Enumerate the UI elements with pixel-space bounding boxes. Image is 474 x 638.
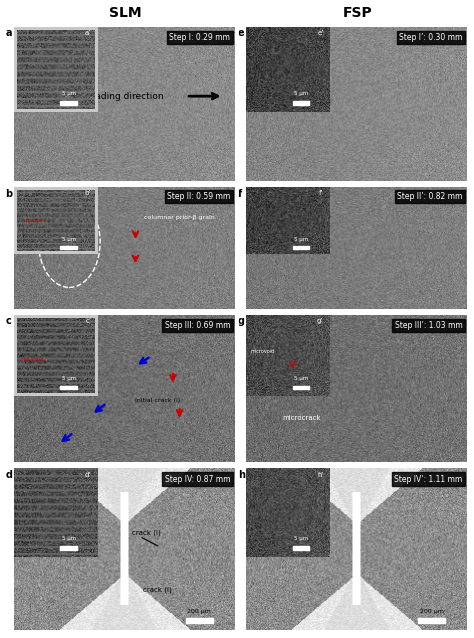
Text: Step I: 0.29 mm: Step I: 0.29 mm bbox=[169, 33, 230, 42]
Text: a: a bbox=[5, 28, 12, 38]
Text: Step IV’: 1.11 mm: Step IV’: 1.11 mm bbox=[394, 475, 463, 484]
Text: Step II: 0.59 mm: Step II: 0.59 mm bbox=[167, 192, 230, 201]
Text: Step III’: 1.03 mm: Step III’: 1.03 mm bbox=[395, 321, 463, 330]
Text: c: c bbox=[5, 316, 11, 327]
Text: Step IV: 0.87 mm: Step IV: 0.87 mm bbox=[165, 475, 230, 484]
Text: Step III: 0.69 mm: Step III: 0.69 mm bbox=[165, 321, 230, 330]
Text: e: e bbox=[237, 28, 244, 38]
Text: h: h bbox=[237, 470, 245, 480]
Bar bbox=[419, 618, 445, 623]
Text: 200 μm: 200 μm bbox=[187, 609, 211, 614]
Text: Step I’: 0.30 mm: Step I’: 0.30 mm bbox=[399, 33, 463, 42]
Bar bbox=[186, 618, 212, 623]
Text: microcrack: microcrack bbox=[283, 415, 321, 421]
Text: initial crack (i): initial crack (i) bbox=[135, 397, 180, 403]
Text: GBα: GBα bbox=[273, 218, 288, 225]
Text: crack (i): crack (i) bbox=[143, 586, 172, 593]
Text: Loading direction: Loading direction bbox=[85, 92, 164, 101]
Text: d: d bbox=[5, 470, 12, 480]
Text: Step II’: 0.82 mm: Step II’: 0.82 mm bbox=[397, 192, 463, 201]
Text: crack (i): crack (i) bbox=[132, 530, 161, 536]
Text: 200 μm: 200 μm bbox=[419, 609, 444, 614]
Text: b: b bbox=[5, 189, 12, 198]
Text: FSP: FSP bbox=[343, 6, 373, 20]
Text: SLM: SLM bbox=[109, 6, 142, 20]
Text: g: g bbox=[237, 316, 245, 327]
Text: f: f bbox=[237, 189, 242, 198]
Text: columnar prior-β grain: columnar prior-β grain bbox=[144, 215, 215, 220]
